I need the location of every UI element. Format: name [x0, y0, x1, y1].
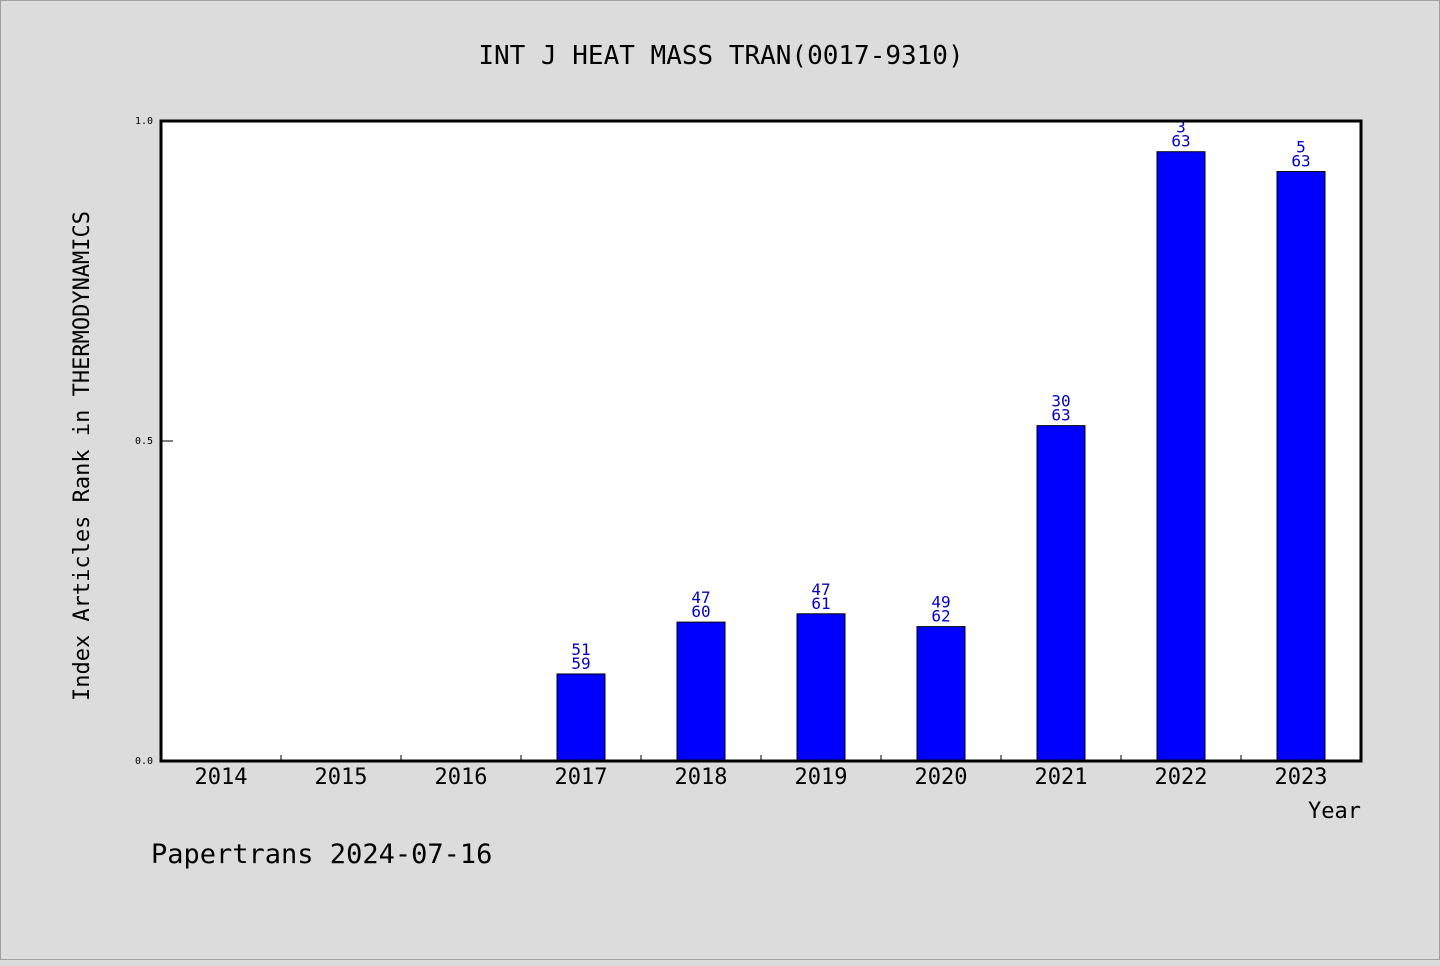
chart-title: INT J HEAT MASS TRAN(0017-9310)	[478, 41, 963, 71]
bar-rank-label: 3	[1176, 118, 1186, 137]
bar-total-label: 62	[931, 607, 950, 626]
bar-rank-label: 5	[1296, 138, 1306, 157]
x-tick-label: 2022	[1155, 765, 1208, 790]
bar-total-label: 63	[1291, 152, 1310, 171]
bar-rank-label: 30	[1051, 392, 1070, 411]
x-tick-label: 2017	[555, 765, 608, 790]
bar-total-label: 61	[811, 594, 830, 613]
bar-2020	[916, 626, 966, 762]
y-tick-label: 1.0	[135, 116, 153, 127]
x-tick-label: 2014	[195, 765, 248, 790]
bar-rank-label: 51	[571, 640, 590, 659]
bar-total-label: 60	[691, 602, 710, 621]
bar-rank-label: 49	[931, 593, 950, 612]
y-axis-label: Index Articles Rank in THERMODYNAMICS	[70, 211, 95, 701]
bar-2023	[1276, 171, 1326, 762]
x-tick-label: 2021	[1035, 765, 1088, 790]
y-tick-label: 0.0	[135, 756, 153, 767]
bar-2018	[676, 621, 726, 762]
x-tick-label: 2020	[915, 765, 968, 790]
footer-text: Papertrans 2024-07-16	[151, 839, 492, 870]
bar-2017	[556, 673, 606, 762]
bar-total-label: 59	[571, 654, 590, 673]
x-tick-label: 2019	[795, 765, 848, 790]
x-axis-label: Year	[1308, 799, 1361, 824]
x-tick-label: 2018	[675, 765, 728, 790]
x-tick-label: 2015	[315, 765, 368, 790]
bar-total-label: 63	[1051, 406, 1070, 425]
plot-border	[159, 119, 1363, 763]
bar-total-label: 63	[1171, 132, 1190, 151]
x-tick-label: 2016	[435, 765, 488, 790]
bar-rank-label: 47	[691, 588, 710, 607]
x-tick-label: 2023	[1275, 765, 1328, 790]
bar-2019	[796, 613, 846, 762]
y-tick-label: 0.5	[135, 436, 153, 447]
bar-2022	[1156, 151, 1206, 762]
x-tick-group: 2014 2015 2016 2017 2018 2019 2020 2021 2022 2023	[195, 755, 1328, 790]
bar-2021	[1036, 425, 1086, 762]
bar-rank-label: 47	[811, 580, 830, 599]
